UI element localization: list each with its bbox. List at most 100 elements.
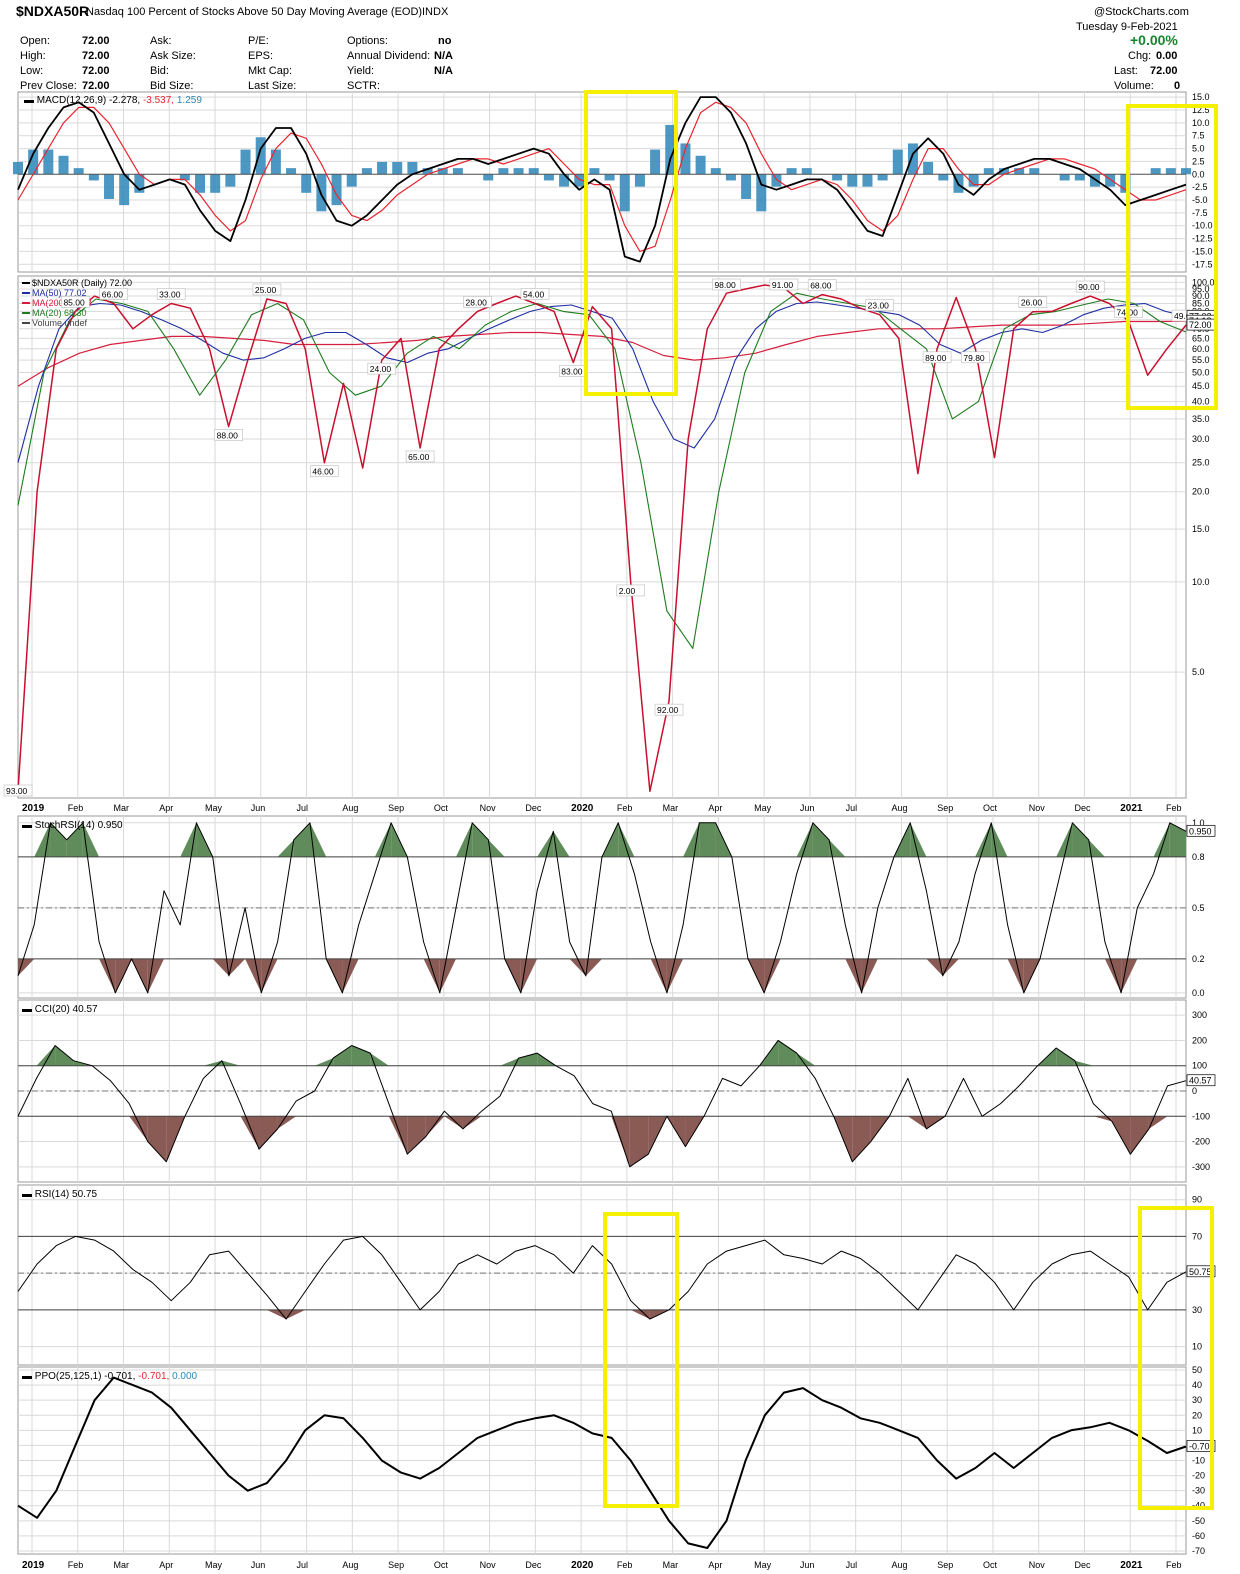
y-tick-label-price: 60.0 <box>1192 344 1210 354</box>
price-annotation: 2.00 <box>619 586 636 596</box>
y-tick-label-macd: -2.5 <box>1192 182 1208 192</box>
oversold-fill <box>1111 1116 1131 1155</box>
overbought-fill <box>975 822 992 857</box>
y-tick-label-price: 30.0 <box>1192 434 1210 444</box>
macd-histogram-bar <box>331 174 342 206</box>
macd-histogram-bar <box>832 174 843 181</box>
y-tick-label-cci: -100 <box>1192 1111 1210 1121</box>
oversold-fill <box>259 1116 278 1150</box>
macd-histogram-bar <box>119 174 130 206</box>
sctr-label: SCTR: <box>347 80 380 92</box>
x-tick-label: Mar <box>663 803 679 813</box>
oversold-fill <box>266 1309 287 1320</box>
macd-histogram-bar <box>377 161 388 175</box>
y-tick-label-ppo: 30 <box>1192 1395 1202 1405</box>
bottom-x-tick-label: 2020 <box>571 1560 594 1571</box>
bottom-x-tick-label: Jul <box>297 1560 309 1570</box>
overbought-fill <box>310 822 327 857</box>
bottom-x-tick-label: Jun <box>800 1560 815 1570</box>
oversold-fill <box>407 1116 426 1155</box>
legend-entry: $NDXA50R (Daily) 72.00 <box>32 278 132 288</box>
y-tick-label-macd: -10.0 <box>1192 221 1213 231</box>
overbought-fill <box>778 1040 797 1066</box>
y-tick-label-price: 25.0 <box>1192 458 1210 468</box>
bottom-x-tick-label: Mar <box>663 1560 679 1570</box>
annotation-box <box>310 465 339 478</box>
macd-histogram-bar <box>422 168 433 175</box>
price-annotation: 89.00 <box>925 353 947 363</box>
date-label: Tuesday 9-Feb-2021 <box>1076 21 1178 33</box>
ma200-line <box>17 320 1187 387</box>
macd-histogram-bar <box>559 174 570 187</box>
watermark: @StockCharts.com <box>1094 6 1189 18</box>
last-value-label: 72.00 <box>1189 320 1212 330</box>
price-annotation: 91.00 <box>772 280 794 290</box>
annotation-box <box>156 288 186 300</box>
y-tick-label-price: 100.0 <box>1192 277 1215 287</box>
price-line <box>17 284 1187 793</box>
overbought-fill <box>55 1045 74 1066</box>
oversold-fill <box>462 1116 482 1129</box>
macd-histogram-bar <box>1181 168 1191 175</box>
macd-histogram-bar <box>225 174 236 187</box>
y-tick-label-macd: -17.5 <box>1192 259 1213 269</box>
macd-histogram-bar <box>13 161 23 175</box>
x-tick-label: 2019 <box>22 803 45 814</box>
y-tick-label-stochrsi: 1.0 <box>1192 818 1205 828</box>
highlight-box <box>1138 1206 1214 1510</box>
macd-histogram-bar <box>528 168 539 175</box>
price-annotation: 85.00 <box>63 297 85 307</box>
last-value-box <box>1186 1074 1216 1087</box>
open-label: Open: <box>20 35 50 47</box>
y-tick-label-stochrsi: 0.0 <box>1192 988 1205 998</box>
y-tick-label-price: 15.0 <box>1192 524 1210 534</box>
exchange: INDX <box>422 6 449 18</box>
bottom-x-tick-label: Feb <box>1166 1560 1182 1570</box>
macd-histogram-bar <box>801 168 812 175</box>
overbought-fill <box>36 1045 56 1066</box>
oversold-fill <box>650 958 667 993</box>
overbought-fill <box>277 839 294 857</box>
price-annotation: 28.00 <box>466 297 488 307</box>
macd-histogram-bar <box>73 168 84 175</box>
x-tick-label: Aug <box>891 803 907 813</box>
x-tick-label: Dec <box>525 803 542 813</box>
y-tick-label-price: 35.0 <box>1192 414 1210 424</box>
high-value: 72.00 <box>82 50 110 62</box>
x-tick-label: May <box>754 803 772 813</box>
low-value: 72.00 <box>82 65 110 77</box>
y-tick-label-cci: 300 <box>1192 1010 1207 1020</box>
bottom-x-tick-label: Dec <box>525 1560 542 1570</box>
overbought-fill <box>333 1045 352 1066</box>
y-tick-label-price: 55.0 <box>1192 355 1210 365</box>
macd-histogram-bar <box>1059 174 1070 181</box>
overbought-fill <box>472 822 489 857</box>
bottom-x-tick-label: Oct <box>983 1560 998 1570</box>
macd-title: ▬ MACD(12,26,9) -2.278, -3.537, 1.259 <box>24 95 202 106</box>
overbought-fill <box>221 1060 241 1066</box>
oversold-fill <box>845 958 862 993</box>
x-tick-label: Oct <box>434 803 449 813</box>
panel-frame-rsi <box>17 1184 1187 1366</box>
prev-close-value: 72.00 <box>82 80 110 92</box>
bottom-x-tick-label: Jul <box>846 1560 858 1570</box>
price-annotation: 92.00 <box>657 705 679 715</box>
bid-size-label: Bid Size: <box>150 80 194 92</box>
annual-dividend-value: N/A <box>434 50 453 62</box>
y-tick-label-price: 5.0 <box>1192 667 1205 677</box>
overbought-fill <box>1088 839 1105 857</box>
price-annotation: 93.00 <box>6 786 28 796</box>
annotation-box <box>463 296 492 308</box>
x-tick-label: 2021 <box>1120 803 1143 814</box>
annotation-box <box>769 278 799 291</box>
oversold-fill <box>277 1116 297 1129</box>
macd-histogram-bar <box>877 174 888 181</box>
x-tick-label: Apr <box>708 803 722 813</box>
rsi-line <box>17 1235 1187 1320</box>
overbought-fill <box>796 822 813 857</box>
macd-histogram-bar <box>1029 168 1040 175</box>
annotation-box <box>3 784 33 797</box>
panel-frame-macd <box>17 91 1187 273</box>
macd-histogram-bar <box>134 174 145 193</box>
